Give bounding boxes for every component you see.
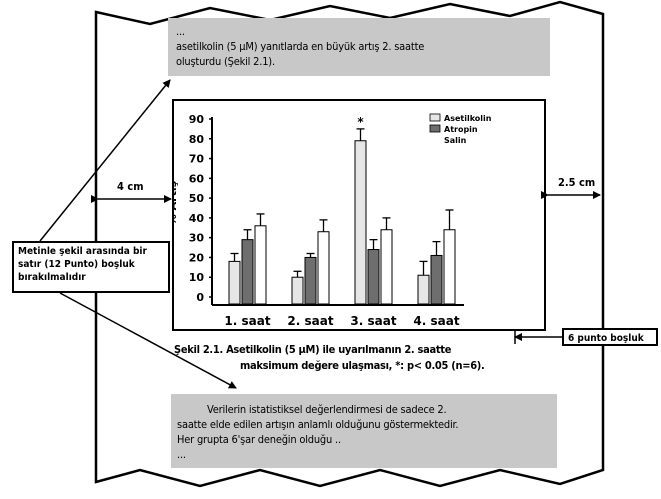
legend-swatch-salin [429,135,441,144]
bar-atropin-2 [304,256,317,305]
bar-salin-4 [443,229,456,305]
bar-asetilkolin-1 [228,260,241,305]
legend-swatch-asetilkolin [429,113,441,122]
legend-label-atropin: Atropin [444,125,478,134]
legend-swatch-atropin [429,124,441,133]
spacing-note-box: Metinle şekil arasında bir satır (12 Pun… [12,241,170,293]
significance-marker: * [357,115,364,129]
bar-asetilkolin-3 [354,140,367,305]
figure-caption-line-2: maksimum değere ulaşması, *: p< 0.05 (n=… [240,359,485,372]
y-tick-label: 20 [189,251,205,264]
bar-atropin-4 [430,254,443,305]
x-tick-label: 3. saat [350,314,396,328]
y-tick-label: 30 [189,232,205,245]
y-tick-label: 60 [189,172,205,185]
text-line: asetilkolin (5 μM) yanıtlarda en büyük a… [176,40,425,53]
x-tick-label: 2. saat [287,314,333,328]
bar-atropin-3 [367,249,380,305]
bar-salin-3 [380,229,393,305]
ellipsis-text: ... [177,448,186,461]
bar-salin-1 [254,225,267,305]
text-line: saatte elde edilen artışın anlamlı olduğ… [177,418,459,431]
figure-caption-line-1: Şekil 2.1. Asetilkolin (5 μM) ile uyarıl… [174,343,452,356]
text-line: oluşturdu (Şekil 2.1). [176,55,275,68]
text-line: Verilerin istatistiksel değerlendirmesi … [207,403,447,416]
previous-text-block: ... asetilkolin (5 μM) yanıtlarda en büy… [168,18,550,76]
right-margin-label: 2.5 cm [558,176,596,189]
y-tick-label: 50 [189,192,205,205]
x-tick-label: 1. saat [224,314,270,328]
bar-atropin-1 [241,239,254,305]
y-tick-label: 90 [189,113,205,126]
text-line: Her grupta 6'şar deneğin olduğu .. [177,433,341,446]
legend-label-asetilkolin: Asetilkolin [444,114,492,123]
legend-label-salin: Salin [444,136,467,145]
y-tick-label: 10 [189,271,205,284]
y-axis-label: % Artış [174,180,179,225]
y-tick-label: 40 [189,212,205,225]
six-point-note-box: 6 punto boşluk [562,328,658,346]
bar-asetilkolin-2 [291,276,304,305]
following-text-block: Verilerin istatistiksel değerlendirmesi … [171,394,557,468]
bar-chart: 0 10 20 30 40 50 60 70 80 90 % Artış 1. saat 2. saat… [174,113,492,328]
ellipsis-text: ... [176,25,185,38]
bar-asetilkolin-4 [417,274,430,305]
bar-salin-2 [317,231,330,305]
y-tick-label: 70 [189,153,205,166]
y-tick-label: 0 [196,291,204,304]
x-tick-label: 4. saat [413,314,459,328]
left-margin-label: 4 cm [117,180,144,193]
figure-frame: 0 10 20 30 40 50 60 70 80 90 % Artış 1. saat 2. saat… [172,99,546,331]
y-tick-label: 80 [189,133,205,146]
